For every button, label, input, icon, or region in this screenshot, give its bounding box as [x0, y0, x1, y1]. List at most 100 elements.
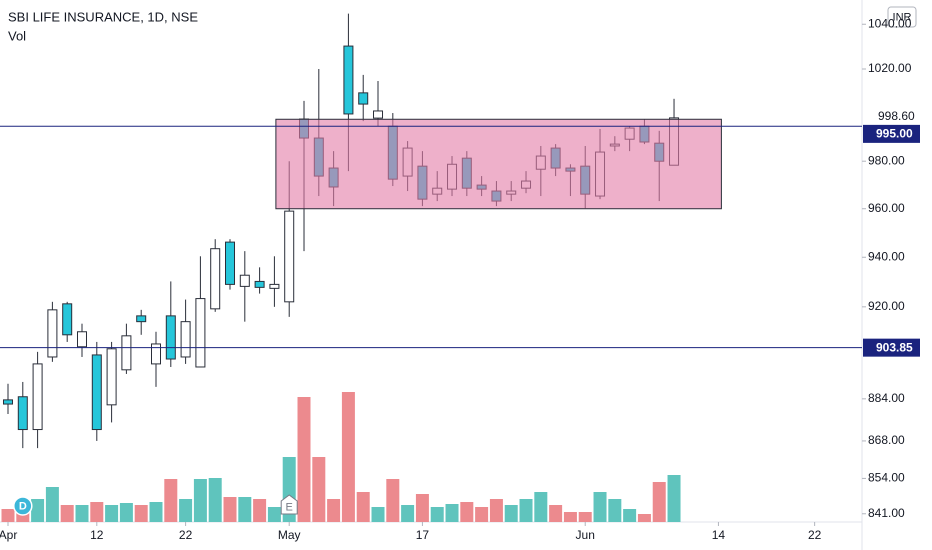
candle-body [269, 283, 280, 289]
volume-bar [430, 507, 444, 522]
horizontal-line-tag [863, 338, 920, 357]
horizontal-line-tag [863, 124, 920, 143]
volume-bar [549, 505, 563, 522]
volume-bar [356, 492, 370, 522]
volume-bar [193, 479, 207, 522]
volume-bar [179, 499, 193, 522]
volume-bar [593, 492, 607, 522]
y-tick-label: 960.00 [868, 201, 905, 215]
candle-body [284, 210, 295, 303]
x-tick-label: Jun [576, 528, 595, 542]
volume-bar [119, 503, 133, 522]
volume-bar [75, 505, 89, 522]
volume-bar [297, 397, 311, 522]
volume-bar [31, 499, 45, 522]
x-tick-label: 22 [179, 528, 193, 542]
volume-bar [415, 494, 429, 522]
currency-label: INR [893, 11, 912, 23]
y-tick-label: 868.00 [868, 433, 905, 447]
volume-bar [253, 499, 267, 522]
volume-bar [164, 479, 178, 522]
volume-bar [608, 499, 622, 522]
currency-badge[interactable] [887, 6, 917, 28]
volume-bar [223, 497, 237, 522]
x-tick-label: 14 [712, 528, 726, 542]
volume-bar [401, 505, 415, 522]
candle-body [225, 241, 236, 285]
candle-body [91, 354, 102, 431]
volume-bar [386, 479, 400, 522]
volume-bar [652, 482, 666, 522]
candle-body [373, 110, 384, 119]
volume-bar [475, 507, 489, 522]
volume-bar [60, 505, 74, 522]
candle-body [254, 280, 265, 288]
y-tick-label: 980.00 [868, 153, 905, 167]
volume-bar [208, 478, 222, 522]
candle-body [151, 343, 162, 365]
volume-bar [238, 497, 252, 522]
horizontal-line-label: 903.85 [876, 340, 913, 354]
y-tick-label: 854.00 [868, 471, 905, 485]
candle-body [136, 315, 147, 323]
volume-bar [267, 507, 281, 522]
candle-body [2, 399, 13, 405]
candle-body [121, 335, 132, 371]
candle-body [358, 92, 369, 105]
candle-body [210, 248, 221, 310]
y-tick-label: 940.00 [868, 249, 905, 263]
x-tick-label: 17 [416, 528, 430, 542]
volume-bar [563, 512, 577, 522]
volume-bar [341, 392, 355, 522]
volume-bar [489, 499, 503, 522]
earnings-marker [280, 494, 298, 515]
volume-bar [371, 507, 385, 522]
last-price-label: 998.60 [878, 109, 915, 123]
volume-bar [578, 512, 592, 522]
candle-body [76, 331, 87, 348]
x-tick-label: 12 [90, 528, 104, 542]
candle-body [32, 363, 43, 431]
event-label: D [19, 500, 27, 512]
volume-bar [534, 492, 548, 522]
candle-body [106, 348, 117, 406]
x-tick-label: May [278, 528, 301, 542]
candle-body [239, 274, 250, 287]
volume-bar [149, 502, 163, 522]
event-label: E [286, 501, 293, 513]
volume-bar [460, 502, 474, 522]
volume-bar [637, 514, 651, 522]
candle-body [195, 298, 206, 368]
candle-body [343, 45, 354, 115]
range-zone [275, 118, 722, 210]
volume-bar [90, 502, 104, 522]
chart-title: SBI LIFE INSURANCE, 1D, NSE [8, 9, 198, 24]
volume-bar [1, 509, 15, 522]
y-tick-label: 1040.00 [868, 16, 912, 30]
candle-body [17, 396, 28, 431]
y-tick-label: 1020.00 [868, 61, 912, 75]
volume-label: Vol [8, 28, 26, 43]
volume-bar [45, 487, 59, 522]
volume-bar [623, 509, 637, 522]
dividend-marker [13, 496, 33, 516]
volume-bar [445, 504, 459, 522]
y-tick-label: 884.00 [868, 391, 905, 405]
volume-bar [667, 475, 681, 522]
volume-bar [519, 499, 533, 522]
y-tick-label: 920.00 [868, 299, 905, 313]
x-tick-label: Apr [0, 528, 17, 542]
volume-bar [504, 505, 518, 522]
candle-body [47, 309, 58, 358]
y-tick-label: 841.00 [868, 506, 905, 520]
volume-bar [105, 505, 119, 522]
volume-bar [327, 499, 341, 522]
candle-body [62, 303, 73, 336]
horizontal-line-label: 995.00 [876, 127, 913, 141]
candle-body [165, 315, 176, 360]
candle-body [180, 321, 191, 358]
